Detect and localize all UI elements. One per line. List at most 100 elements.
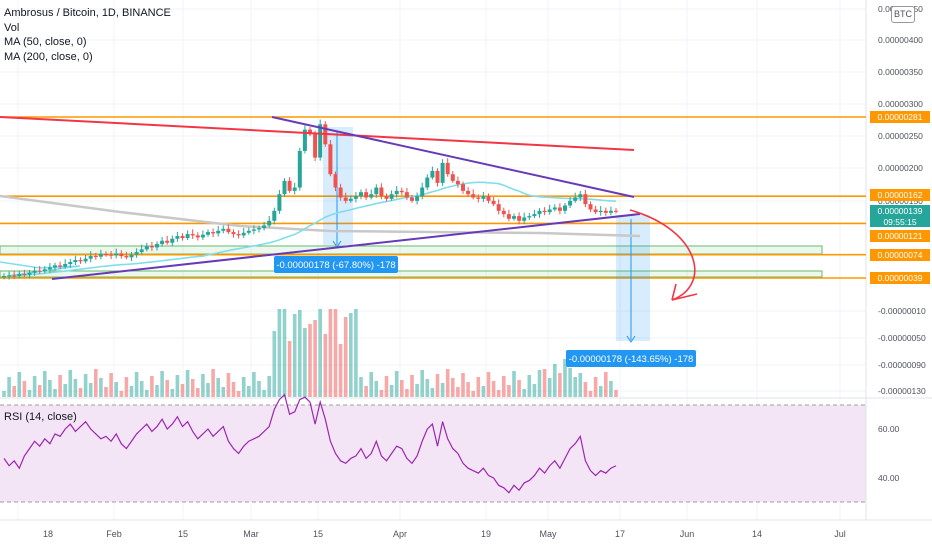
volume-bar — [568, 368, 572, 397]
ma200-line — [0, 194, 641, 238]
indicator-vol[interactable]: Vol — [4, 21, 20, 34]
candle-body — [251, 229, 256, 231]
candle-body — [404, 192, 409, 198]
volume-bar — [532, 384, 537, 397]
candle-body — [282, 180, 287, 195]
time-tick-label: 14 — [752, 529, 762, 539]
volume-bar — [512, 371, 516, 397]
volume-bar — [379, 390, 384, 397]
rsi-legend[interactable]: RSI (14, close) — [4, 411, 77, 423]
volume-bar — [369, 372, 373, 397]
measure-box — [323, 127, 353, 245]
volume-bar — [53, 389, 57, 397]
candle-body — [537, 210, 542, 215]
chart-legend: Ambrosus / Bitcoin, 1D, BINANCE Vol MA (… — [4, 6, 171, 64]
volume-bar — [58, 375, 62, 397]
candle-body — [512, 216, 516, 219]
price-badge-label: 0.00000281 — [878, 112, 923, 122]
countdown-label: 09:55:15 — [883, 217, 916, 227]
volume-bar — [241, 377, 246, 397]
volume-bar — [109, 373, 113, 397]
volume-bar — [165, 380, 169, 397]
candle-body — [27, 272, 32, 275]
volume-bar — [609, 381, 613, 397]
measure-box — [616, 215, 650, 341]
candle-body — [481, 196, 486, 199]
candle-body — [246, 230, 251, 233]
price-badge — [870, 230, 930, 242]
volume-bar — [145, 390, 149, 397]
candle-body — [78, 260, 83, 262]
time-tick-label: Apr — [393, 529, 407, 539]
candle-body — [394, 190, 399, 195]
volume-bar — [496, 390, 501, 397]
volume-bar — [252, 372, 256, 397]
candle-body — [134, 252, 139, 255]
candle-body — [614, 210, 618, 212]
candle-body — [425, 177, 430, 188]
volume-bar — [63, 384, 67, 397]
candle-body — [211, 232, 216, 234]
volume-bar — [583, 382, 588, 397]
candle-body — [476, 197, 481, 199]
price-tick-label: 0.00000300 — [878, 99, 923, 109]
volume-bar — [73, 379, 78, 397]
candle-body — [353, 196, 358, 199]
price-tick-label: -0.00000090 — [878, 360, 926, 370]
candle-body — [496, 204, 501, 211]
volume-bar — [466, 382, 470, 397]
candle-body — [506, 214, 511, 219]
time-tick-label: Mar — [243, 529, 259, 539]
candle-body — [608, 210, 613, 213]
candle-body — [160, 240, 165, 245]
volume-bar — [247, 386, 251, 397]
volume-bar — [420, 370, 424, 397]
price-tick-label: -0.00000130 — [878, 386, 926, 396]
price-badge — [870, 111, 930, 123]
volume-bar — [435, 374, 440, 397]
candle-body — [22, 274, 27, 276]
volume-bar — [216, 378, 220, 397]
volume-bar — [185, 370, 190, 397]
indicator-ma200[interactable]: MA (200, close, 0) — [4, 50, 93, 63]
volume-bar — [17, 372, 22, 397]
volume-bar — [394, 371, 399, 397]
red-trendline — [0, 116, 635, 151]
volume-bar — [384, 376, 389, 397]
candle-body — [308, 129, 312, 135]
candle-body — [415, 196, 420, 201]
candle-body — [348, 198, 353, 201]
projection-arrow — [629, 209, 696, 301]
volume-bar — [282, 309, 287, 397]
candle-body — [603, 210, 608, 213]
currency-badge[interactable]: BTC — [891, 6, 915, 23]
candle-body — [42, 269, 47, 272]
volume-bar — [359, 377, 363, 397]
measure-label: -0.00000178 (-143.65%) -178 — [569, 354, 694, 365]
volume-bar — [507, 385, 511, 397]
candle-body — [471, 194, 476, 198]
volume-bar — [78, 388, 83, 397]
candle-body — [37, 270, 42, 272]
volume-bar — [338, 344, 343, 397]
volume-bar — [440, 383, 445, 397]
indicator-ma50[interactable]: MA (50, close, 0) — [4, 36, 87, 48]
volume-bar — [236, 391, 241, 397]
candle-body — [185, 234, 190, 239]
candle-body — [573, 197, 578, 201]
volume-bar — [481, 386, 486, 397]
candle-body — [32, 270, 37, 273]
price-badge — [870, 272, 930, 284]
volume-bar — [604, 372, 608, 397]
candle-body — [552, 207, 557, 210]
volume-bar — [272, 331, 277, 397]
candle-body — [200, 234, 205, 238]
purple-support-line — [51, 213, 641, 280]
candle-body — [165, 240, 170, 243]
price-badge-label: 0.00000039 — [878, 273, 923, 283]
candle-body — [195, 235, 200, 238]
price-badge — [870, 249, 930, 261]
rsi-tick-label: 40.00 — [878, 473, 900, 483]
candle-body — [231, 232, 236, 235]
